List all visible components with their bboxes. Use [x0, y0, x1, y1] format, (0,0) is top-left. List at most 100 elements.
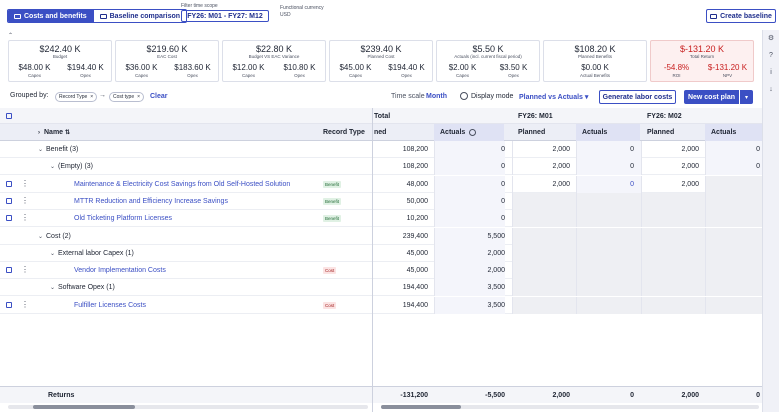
group-row[interactable]: ⌄ External labor Capex (1) — [0, 245, 372, 262]
tab-baseline-comparison[interactable]: Baseline comparison — [92, 10, 187, 22]
chevron-down-icon[interactable]: ⌄ — [38, 147, 44, 153]
m01-planned-cell[interactable] — [512, 193, 570, 210]
m02-planned-cell: 2,000 — [681, 163, 699, 170]
row-name[interactable]: Maintenance & Electricity Cost Savings f… — [74, 181, 291, 188]
m01-planned-cell[interactable] — [512, 297, 570, 314]
row-name[interactable]: Old Ticketing Platform Licenses — [74, 215, 173, 222]
m01-actuals-cell[interactable] — [576, 297, 634, 314]
m01-planned-cell[interactable] — [512, 262, 570, 279]
table-row[interactable]: ⋮ Fulfiller Licenses Costs Cost — [0, 297, 372, 314]
generate-labor-costs-button[interactable]: Generate labor costs — [599, 90, 676, 104]
cell-background — [434, 262, 505, 279]
row-checkbox[interactable] — [6, 198, 12, 204]
sort-icon[interactable]: ⇅ — [65, 130, 71, 136]
display-mode-select[interactable]: Planned vs Actuals ▾ — [519, 94, 589, 101]
tab-costs-and-benefits[interactable]: Costs and benefits — [8, 10, 93, 22]
time-scope-select[interactable]: FY26: M01 - FY27: M12 — [181, 10, 269, 22]
horizontal-scrollbar-track[interactable] — [381, 405, 759, 409]
download-icon[interactable]: ↓ — [769, 86, 773, 93]
m02-planned-cell[interactable] — [641, 193, 699, 210]
group-chip-record-type[interactable]: Record Type × — [55, 92, 98, 102]
m02-actuals-cell[interactable] — [705, 210, 760, 227]
more-actions-icon[interactable]: ⋮ — [21, 196, 29, 205]
cell-background — [641, 297, 705, 314]
m01-actuals-cell[interactable] — [576, 262, 634, 279]
m02-actuals-cell[interactable] — [705, 176, 760, 193]
top-bar: Costs and benefits Baseline comparison F… — [0, 0, 776, 30]
record-type-tag: Benefit — [323, 215, 342, 222]
m02-actuals-cell[interactable] — [705, 297, 760, 314]
row-name[interactable]: Vendor Implementation Costs — [74, 267, 166, 274]
chevron-down-icon[interactable]: ⌄ — [38, 234, 44, 240]
info-icon[interactable] — [469, 129, 477, 136]
row-checkbox[interactable] — [6, 181, 12, 187]
group-row[interactable]: ⌄ Cost (2) — [0, 228, 372, 245]
m02-planned-cell[interactable] — [641, 210, 699, 227]
clear-grouping-link[interactable]: Clear — [150, 93, 168, 100]
m01-actuals-cell[interactable] — [576, 193, 634, 210]
row-name: Software Opex (1) — [58, 284, 115, 291]
horizontal-scrollbar-track[interactable] — [8, 405, 368, 409]
card-eac-cost: $219.60 K EAC Cost $36.00 K Capex $183.60… — [115, 40, 219, 82]
row-name[interactable]: MTTR Reduction and Efficiency Increase S… — [74, 198, 228, 205]
col-actuals-m02[interactable]: Actuals — [711, 129, 737, 136]
group-row[interactable]: ⌄ Software Opex (1) — [0, 279, 372, 296]
more-actions-icon[interactable]: ⋮ — [21, 265, 29, 274]
chevron-down-icon[interactable]: ⌄ — [50, 251, 56, 257]
table-row[interactable]: ⋮ MTTR Reduction and Efficiency Increase … — [0, 193, 372, 210]
new-cost-plan-button[interactable]: New cost plan — [684, 90, 739, 104]
info-icon[interactable]: i — [770, 69, 772, 76]
close-icon[interactable]: × — [90, 94, 94, 100]
sub-caption: Opex — [508, 73, 519, 78]
col-planned-m01[interactable]: Planned — [518, 129, 546, 136]
table-row[interactable]: ⋮ Old Ticketing Platform Licenses Benefit — [0, 210, 372, 227]
collapse-cards-icon[interactable]: ⌃ — [8, 33, 14, 39]
select-all-checkbox[interactable] — [6, 113, 12, 119]
more-actions-icon[interactable]: ⋮ — [21, 213, 29, 222]
m01-actuals-cell: 0 — [630, 146, 634, 153]
group-chip-cost-type[interactable]: Cost type × — [109, 92, 145, 102]
m01-actuals-cell[interactable]: 0 — [630, 181, 634, 188]
m01-planned-cell[interactable]: 2,000 — [552, 181, 570, 188]
card-value: $239.40 K — [360, 44, 402, 54]
close-icon[interactable]: × — [137, 94, 141, 100]
table-row[interactable]: ⋮ Maintenance & Electricity Cost Savings … — [0, 176, 372, 193]
m02-actuals-cell — [705, 279, 760, 296]
row-checkbox[interactable] — [6, 267, 12, 273]
m02-planned-cell[interactable] — [641, 297, 699, 314]
group-row[interactable]: ⌄ Benefit (3) — [0, 141, 372, 158]
m02-planned-cell[interactable]: 2,000 — [681, 181, 699, 188]
more-actions-icon[interactable]: ⋮ — [21, 300, 29, 309]
group-row[interactable]: ⌄ (Empty) (3) — [0, 158, 372, 175]
row-checkbox[interactable] — [6, 215, 12, 221]
horizontal-scrollbar-thumb[interactable] — [381, 405, 461, 409]
col-planned-total[interactable]: ned — [374, 129, 387, 136]
m02-actuals-cell: 0 — [756, 146, 760, 153]
col-actuals-m01[interactable]: Actuals — [582, 129, 608, 136]
chevron-right-icon[interactable]: › — [38, 129, 40, 136]
cell-background — [576, 193, 641, 210]
col-name-header[interactable]: › Name ⇅ — [38, 124, 70, 141]
time-scale-select[interactable]: Month — [426, 93, 447, 100]
col-actuals-total[interactable]: Actuals — [440, 124, 477, 141]
row-name[interactable]: Fulfiller Licenses Costs — [74, 302, 146, 309]
create-baseline-button[interactable]: Create baseline — [706, 9, 776, 23]
help-icon[interactable]: ? — [769, 52, 773, 59]
m01-planned-cell[interactable] — [512, 210, 570, 227]
returns-m01-planned: 2,000 — [552, 392, 570, 399]
chevron-down-icon[interactable]: ⌄ — [50, 285, 56, 291]
horizontal-scrollbar-thumb[interactable] — [33, 405, 135, 409]
m02-planned-cell[interactable] — [641, 262, 699, 279]
col-record-type-header[interactable]: Record Type — [323, 129, 365, 136]
chevron-down-icon[interactable]: ⌄ — [50, 164, 56, 170]
row-checkbox[interactable] — [6, 302, 12, 308]
chevron-down-icon[interactable]: ▾ — [740, 90, 753, 104]
m01-actuals-cell[interactable] — [576, 210, 634, 227]
more-actions-icon[interactable]: ⋮ — [21, 179, 29, 188]
table-row[interactable]: ⋮ Vendor Implementation Costs Cost — [0, 262, 372, 279]
m02-actuals-cell[interactable] — [705, 193, 760, 210]
cell-background — [512, 245, 576, 262]
col-planned-m02[interactable]: Planned — [647, 129, 675, 136]
gear-icon[interactable]: ⚙ — [767, 35, 775, 42]
m02-actuals-cell[interactable] — [705, 262, 760, 279]
